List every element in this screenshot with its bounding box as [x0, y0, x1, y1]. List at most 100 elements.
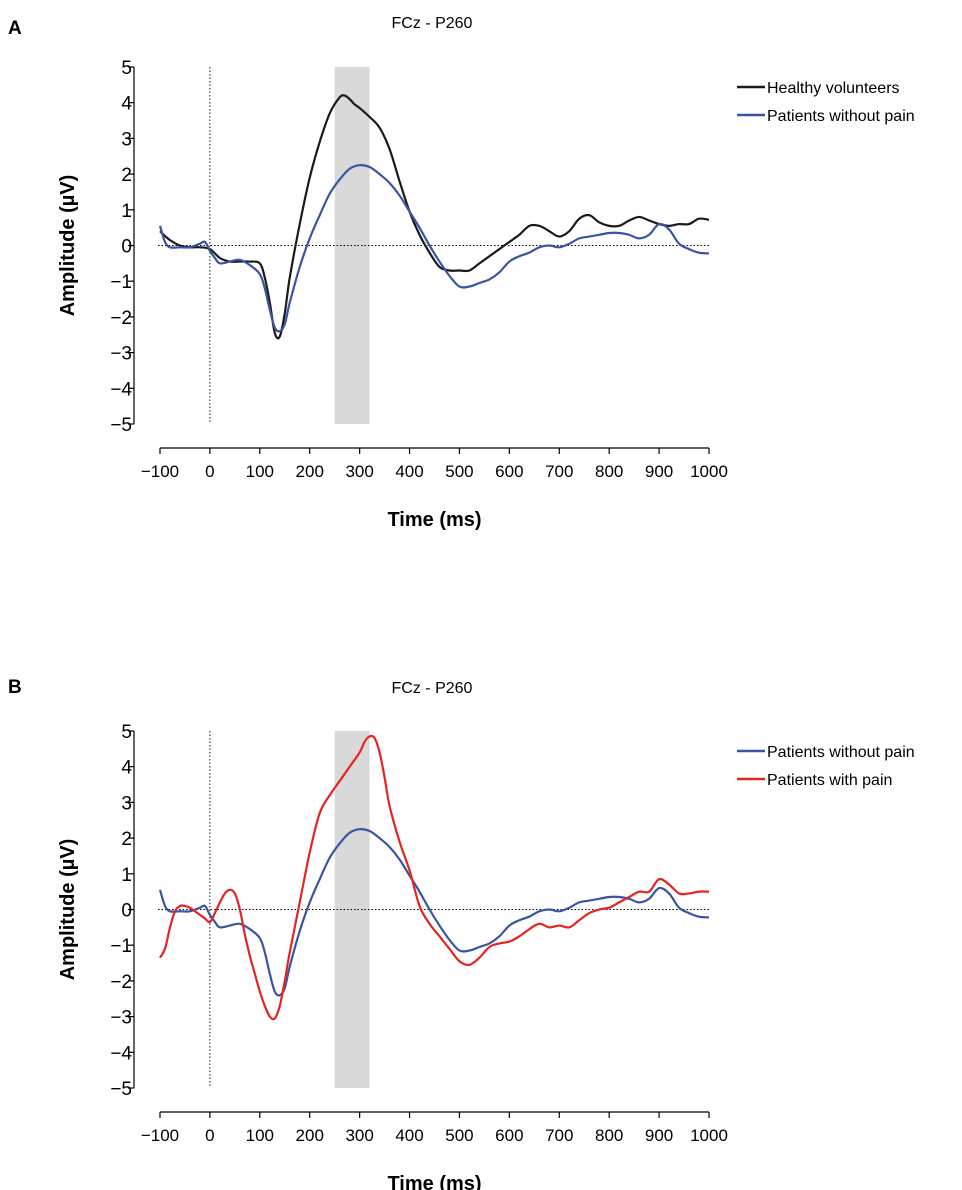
y-tick-label: −4 [110, 379, 132, 400]
legend-item: Patients with pain [737, 772, 892, 789]
x-tick: 500 [445, 448, 474, 481]
y-tick: 4 [121, 94, 134, 115]
x-tick: 200 [296, 1112, 324, 1145]
x-tick-label: 200 [296, 462, 324, 481]
series-line [159, 94, 710, 340]
y-tick-label: 4 [121, 94, 132, 115]
legend-label: Healthy volunteers [767, 80, 900, 97]
x-tick: 800 [595, 448, 623, 481]
x-tick: 900 [645, 1112, 673, 1145]
legend-b: Patients without pain Patients with pain [737, 744, 915, 789]
y-tick: 4 [121, 758, 134, 779]
x-tick-label: 900 [645, 462, 673, 481]
x-tick: 600 [495, 1112, 524, 1145]
y-tick-label: −4 [110, 1043, 132, 1064]
y-tick-label: −1 [110, 272, 132, 293]
y-tick: 3 [121, 793, 134, 814]
y-tick-label: −3 [110, 1008, 132, 1029]
y-axis-label-a: Amplitude (µV) [57, 175, 79, 317]
panel-b: B FCz - P260 5 4 3 2 1 0 −1 −2 −3 −4 −5 … [8, 677, 915, 1190]
y-tick-label: 0 [121, 237, 132, 258]
x-tick-label: 800 [595, 1126, 623, 1145]
y-tick: −1 [110, 936, 134, 957]
x-tick: 0 [205, 448, 215, 481]
legend-label: Patients without pain [767, 744, 915, 761]
x-tick-label: 500 [445, 462, 473, 481]
x-tick-label: 0 [205, 462, 214, 481]
x-tick-label: 700 [545, 1126, 573, 1145]
legend-item: Patients without pain [737, 744, 915, 761]
x-tick: 700 [545, 1112, 573, 1145]
series-line [158, 828, 710, 997]
x-tick: 400 [395, 448, 424, 481]
x-tick-label: 900 [645, 1126, 673, 1145]
panel-letter-a: A [8, 18, 22, 39]
y-tick: −5 [110, 1079, 134, 1100]
y-tick: −4 [110, 1043, 134, 1064]
y-tick-label: −5 [110, 415, 132, 436]
x-tick-label: 0 [205, 1126, 214, 1145]
x-tick: 700 [545, 448, 573, 481]
x-tick-label: 500 [445, 1126, 473, 1145]
x-tick: 100 [246, 1112, 274, 1145]
y-tick-label: 1 [121, 201, 132, 222]
x-tick-label: 200 [296, 1126, 324, 1145]
x-tick: 300 [345, 448, 374, 481]
x-tick-label: 400 [395, 1126, 423, 1145]
x-axis-label-a: Time (ms) [387, 509, 481, 531]
x-tick: 400 [395, 1112, 424, 1145]
x-tick-label: 700 [545, 462, 573, 481]
y-tick: 5 [121, 722, 134, 743]
x-tick: −100 [141, 1112, 179, 1145]
x-tick-label: −100 [141, 1126, 179, 1145]
shaded-interval-a [334, 67, 370, 424]
x-tick-label: 300 [345, 462, 373, 481]
x-tick: 1000 [690, 448, 728, 481]
y-tick-label: −1 [110, 936, 132, 957]
y-tick: 0 [121, 901, 134, 922]
y-tick-label: −3 [110, 344, 132, 365]
series-line [159, 734, 710, 1021]
x-tick: 300 [345, 1112, 374, 1145]
x-tick: 800 [595, 1112, 623, 1145]
y-tick-label: 5 [121, 58, 132, 79]
panel-letter-b: B [8, 677, 22, 698]
y-tick-label: −2 [110, 308, 132, 329]
y-tick-label: 5 [121, 722, 132, 743]
x-tick-label: 600 [495, 1126, 523, 1145]
y-tick: −4 [110, 379, 134, 400]
y-tick: 1 [121, 865, 134, 886]
legend-label: Patients without pain [767, 108, 915, 125]
x-tick-label: 800 [595, 462, 623, 481]
y-tick-label: 1 [121, 865, 132, 886]
y-tick: −3 [110, 1008, 134, 1029]
x-tick-label: 1000 [690, 462, 728, 481]
chart-title-a: FCz - P260 [392, 15, 473, 32]
legend-item: Patients without pain [737, 108, 915, 125]
y-tick: 3 [121, 129, 134, 150]
y-axis-label-b: Amplitude (µV) [57, 839, 79, 981]
y-tick-label: 2 [121, 829, 132, 850]
y-tick: −5 [110, 415, 134, 436]
x-tick: 1000 [690, 1112, 728, 1145]
x-axis-label-b: Time (ms) [387, 1173, 481, 1190]
shaded-interval-b [334, 731, 370, 1088]
x-tick-label: 600 [495, 462, 523, 481]
chart-title-b: FCz - P260 [392, 680, 473, 697]
y-tick: −3 [110, 344, 134, 365]
y-tick: 1 [121, 201, 134, 222]
y-tick-label: 3 [121, 793, 132, 814]
y-tick-label: 2 [121, 165, 132, 186]
x-tick: 200 [296, 448, 324, 481]
x-tick-label: 1000 [690, 1126, 728, 1145]
y-tick: −1 [110, 272, 134, 293]
x-tick-label: 100 [246, 462, 274, 481]
y-tick-label: −2 [110, 972, 132, 993]
y-tick-label: 0 [121, 901, 132, 922]
x-tick: 500 [445, 1112, 474, 1145]
y-tick-label: 4 [121, 758, 132, 779]
x-tick-label: 300 [345, 1126, 373, 1145]
y-tick-label: −5 [110, 1079, 132, 1100]
x-tick: 0 [205, 1112, 215, 1145]
